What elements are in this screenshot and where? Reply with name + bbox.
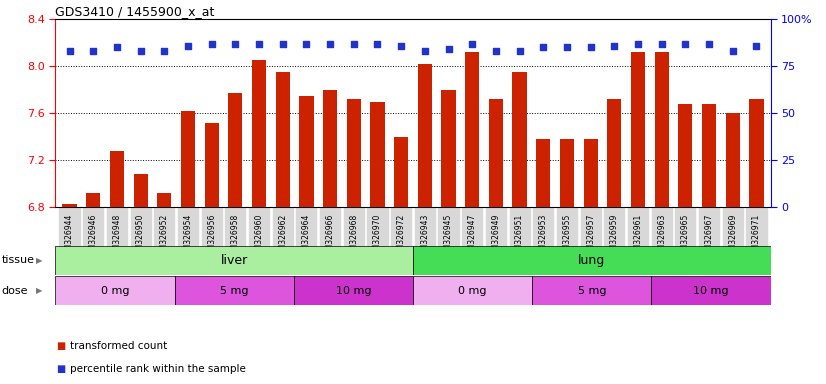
Bar <box>294 276 413 305</box>
Point <box>347 41 360 47</box>
Point <box>702 41 715 47</box>
Bar <box>413 276 532 305</box>
Point <box>679 41 692 47</box>
Point <box>63 48 76 54</box>
Bar <box>134 174 148 207</box>
Bar <box>228 93 243 207</box>
Bar <box>110 151 124 207</box>
Bar <box>654 52 669 207</box>
Point <box>134 48 147 54</box>
Bar <box>157 193 172 207</box>
Text: 5 mg: 5 mg <box>220 286 249 296</box>
Bar <box>252 60 266 207</box>
Text: 0 mg: 0 mg <box>101 286 129 296</box>
Point <box>158 48 171 54</box>
Point <box>276 41 289 47</box>
Point <box>395 43 408 49</box>
Text: lung: lung <box>578 254 605 266</box>
Point <box>87 48 100 54</box>
Bar <box>347 99 361 207</box>
Text: 5 mg: 5 mg <box>577 286 606 296</box>
Bar <box>86 193 100 207</box>
Bar <box>607 99 621 207</box>
Point <box>253 41 266 47</box>
Bar <box>560 139 574 207</box>
Point <box>205 41 218 47</box>
Point <box>750 43 763 49</box>
Bar <box>276 72 290 207</box>
Point <box>655 41 668 47</box>
Text: ■: ■ <box>56 341 65 351</box>
Point <box>442 46 455 52</box>
Bar <box>413 246 771 275</box>
Bar <box>55 276 174 305</box>
Text: dose: dose <box>2 286 28 296</box>
Text: 0 mg: 0 mg <box>458 286 487 296</box>
Bar <box>55 246 413 275</box>
Text: 10 mg: 10 mg <box>335 286 371 296</box>
Bar <box>394 137 408 207</box>
Text: tissue: tissue <box>2 255 35 265</box>
Bar <box>205 123 219 207</box>
Bar <box>583 139 598 207</box>
Bar <box>512 72 527 207</box>
Text: transformed count: transformed count <box>70 341 168 351</box>
Bar <box>323 90 337 207</box>
Bar <box>489 99 503 207</box>
Bar <box>536 139 550 207</box>
Bar <box>418 64 432 207</box>
Bar <box>465 52 479 207</box>
Point <box>537 45 550 51</box>
Bar <box>652 276 771 305</box>
Text: ▶: ▶ <box>36 286 42 295</box>
Point <box>300 41 313 47</box>
Bar <box>631 52 645 207</box>
Text: ■: ■ <box>56 364 65 374</box>
Bar <box>532 276 652 305</box>
Point <box>111 45 124 51</box>
Text: liver: liver <box>221 254 248 266</box>
Bar <box>726 113 740 207</box>
Point <box>726 48 739 54</box>
Point <box>466 41 479 47</box>
Bar <box>299 96 314 207</box>
Point <box>631 41 644 47</box>
Point <box>513 48 526 54</box>
Bar <box>174 276 294 305</box>
Point <box>324 41 337 47</box>
Bar <box>181 111 195 207</box>
Text: 10 mg: 10 mg <box>693 286 729 296</box>
Point <box>182 43 195 49</box>
Point <box>229 41 242 47</box>
Bar <box>702 104 716 207</box>
Text: GDS3410 / 1455900_x_at: GDS3410 / 1455900_x_at <box>55 5 215 18</box>
Bar <box>370 101 385 207</box>
Point <box>560 45 573 51</box>
Point <box>608 43 621 49</box>
Bar <box>749 99 763 207</box>
Text: ▶: ▶ <box>36 256 42 265</box>
Bar <box>678 104 692 207</box>
Bar <box>63 204 77 207</box>
Point <box>371 41 384 47</box>
Bar <box>441 90 456 207</box>
Point <box>584 45 597 51</box>
Point <box>489 48 502 54</box>
Text: percentile rank within the sample: percentile rank within the sample <box>70 364 246 374</box>
Point <box>418 48 431 54</box>
